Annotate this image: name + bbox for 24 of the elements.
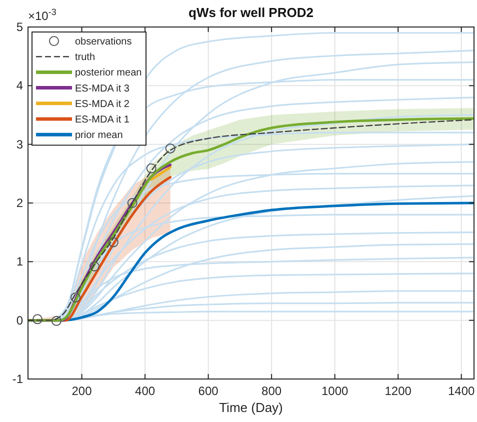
legend-label: prior mean: [75, 130, 123, 142]
y-tick-label: 1: [16, 254, 24, 269]
x-tick-label: 200: [72, 384, 92, 398]
y-tick-label: 5: [16, 20, 24, 34]
x-tick-label: 1400: [448, 384, 476, 398]
legend-label: ES-MDA it 3: [75, 83, 130, 94]
legend-label: truth: [75, 52, 96, 64]
y-tick-label: 2: [16, 196, 24, 210]
x-tick-label: 1200: [384, 384, 412, 398]
x-tick-label: 600: [198, 384, 219, 398]
chart-title: qWs for well PROD2: [188, 5, 314, 20]
x-tick-label: 1000: [321, 384, 348, 398]
y-tick-label: 0: [16, 313, 24, 328]
legend-label: observations: [75, 36, 132, 48]
legend-label: ES-MDA it 1: [75, 114, 130, 126]
legend-label: posterior mean: [75, 68, 142, 79]
legend-label: ES-MDA it 2: [75, 98, 130, 110]
y-tick-label: 4: [16, 78, 24, 93]
x-axis-title: Time (Day): [219, 400, 283, 415]
y-tick-label: 3: [16, 137, 24, 152]
x-tick-label: 800: [262, 384, 282, 398]
y-tick-label: -1: [12, 372, 24, 386]
text: ×10$^{-3}$: [28, 7, 56, 23]
x-tick-label: 400: [135, 384, 156, 398]
